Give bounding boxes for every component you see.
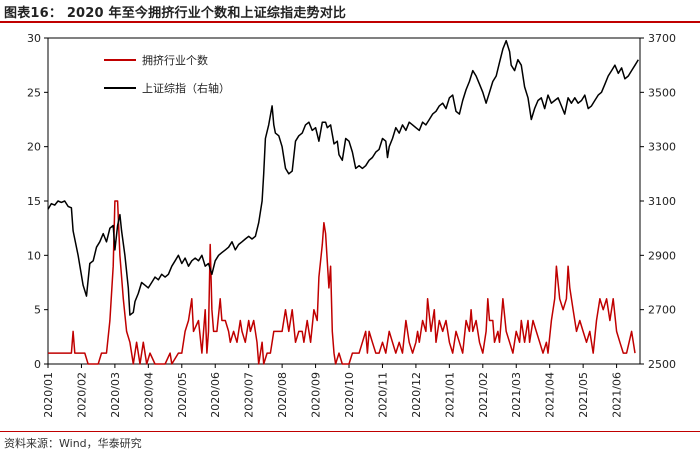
x-tick-label: 2020/01 — [42, 372, 55, 418]
x-tick-label: 2021/03 — [510, 372, 523, 418]
y-right-tick-label: 3700 — [648, 32, 676, 45]
x-tick-label: 2020/09 — [310, 372, 323, 418]
legend-label: 拥挤行业个数 — [142, 53, 208, 67]
y-left-tick-label: 20 — [27, 141, 41, 154]
chart-axes: 0 5 10 15 20 25 30 2500 2700 2900 3100 3300 3500 3700… — [27, 32, 676, 418]
x-tick-label: 2021/01 — [443, 372, 456, 418]
title-divider — [0, 21, 700, 23]
source-divider — [0, 431, 700, 432]
x-tick-label: 2020/05 — [176, 372, 189, 418]
legend-label: 上证综指（右轴） — [142, 81, 230, 95]
y-left-tick-label: 15 — [27, 195, 41, 208]
x-tick-label: 2020/03 — [109, 372, 122, 418]
x-tick-label: 2020/04 — [142, 372, 155, 418]
y-left-tick-label: 5 — [34, 304, 41, 317]
y-right-tick-label: 3100 — [648, 195, 676, 208]
x-tick-label: 2020/11 — [376, 372, 389, 418]
y-right-tick-label: 3500 — [648, 86, 676, 99]
y-left-tick-label: 10 — [27, 249, 41, 262]
x-tick-label: 2020/10 — [343, 372, 356, 418]
y-left-tick-label: 30 — [27, 32, 41, 45]
y-right-tick-label: 2900 — [648, 249, 676, 262]
y-left-tick-label: 25 — [27, 86, 41, 99]
source-note: 资料来源：Wind，华泰研究 — [4, 437, 142, 450]
series-line-shanghai-index — [47, 39, 639, 316]
line-chart: 0 5 10 15 20 25 30 2500 2700 2900 3100 3300 3500 3700… — [27, 32, 676, 418]
x-tick-label: 2021/05 — [577, 372, 590, 418]
y-left-tick-label: 0 — [34, 358, 41, 371]
x-tick-label: 2021/02 — [477, 372, 490, 418]
y-right-tick-label: 2700 — [648, 304, 676, 317]
x-tick-label: 2020/07 — [243, 372, 256, 418]
plot-frame — [47, 37, 641, 365]
chart-title: 图表16： 2020 年至今拥挤行业个数和上证综指走势对比 — [4, 6, 347, 21]
x-tick-label: 2020/02 — [75, 372, 88, 418]
x-tick-label: 2020/12 — [410, 372, 423, 418]
series-line-crowded-industries — [48, 200, 636, 365]
x-tick-label: 2021/06 — [611, 372, 624, 418]
x-tick-label: 2020/08 — [276, 372, 289, 418]
x-tick-label: 2020/06 — [209, 372, 222, 418]
y-right-tick-label: 2500 — [648, 358, 676, 371]
chart-series-layer — [47, 39, 639, 365]
y-right-tick-label: 3300 — [648, 141, 676, 154]
x-tick-label: 2021/04 — [544, 372, 557, 418]
